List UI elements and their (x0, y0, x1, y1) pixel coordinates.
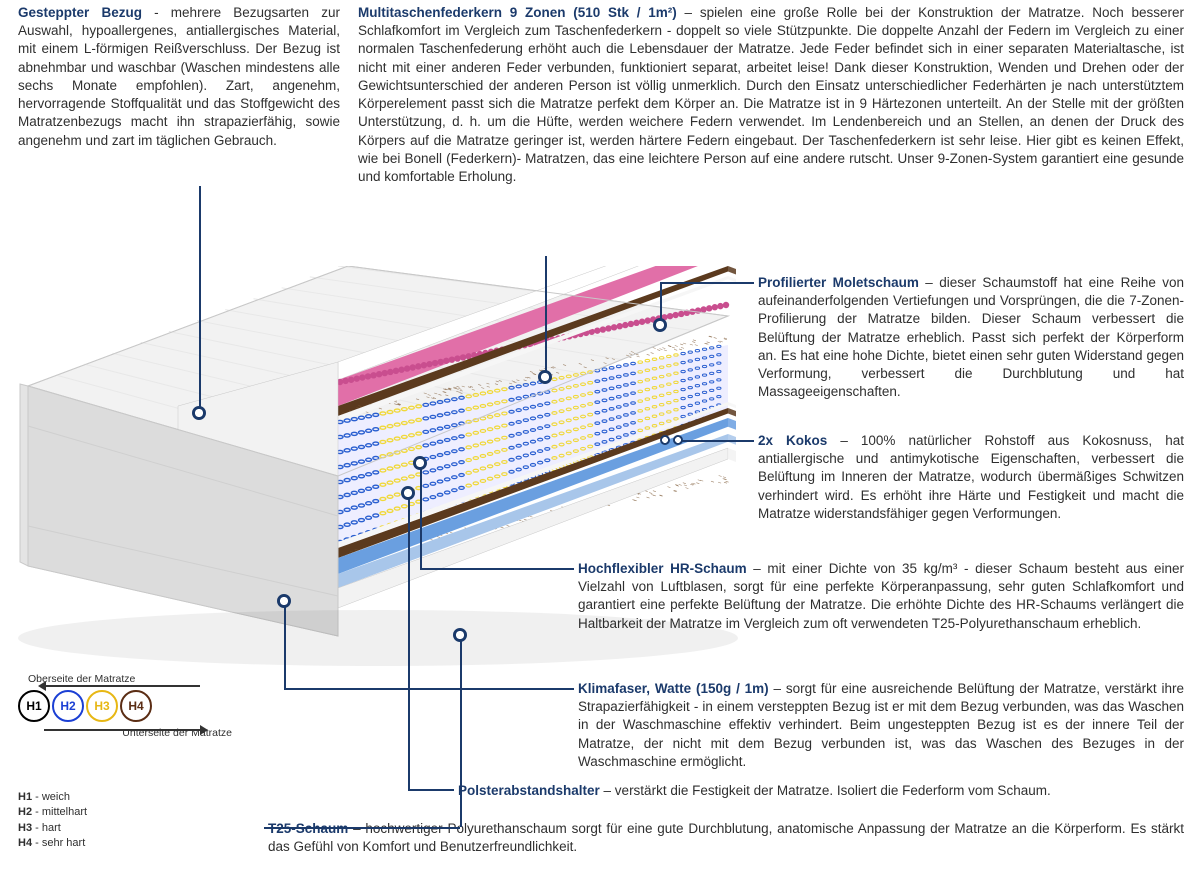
title: Profilierter Moletschaum (758, 275, 919, 290)
body: – dieser Schaumstoff hat eine Reihe von … (758, 275, 1184, 399)
indicator-line (660, 282, 662, 322)
hardness-row: H2 - mittelhart (18, 805, 87, 820)
indicator-dot (453, 628, 467, 642)
indicator-dot (653, 318, 667, 332)
section-t25: T25-Schaum – hochwertiger Polyurethansch… (268, 820, 1184, 856)
title: Gesteppter Bezug (18, 5, 142, 20)
body: – verstärkt die Festigkeit der Matratze.… (600, 783, 1051, 798)
indicator-dot (401, 486, 415, 500)
body: – hochwertiger Polyurethanschaum sorgt f… (268, 821, 1184, 854)
hardness-list: H1 - weichH2 - mittelhartH3 - hartH4 - s… (18, 790, 87, 852)
title: 2x Kokos (758, 433, 827, 448)
section-kokos: 2x Kokos – 100% natürlicher Rohstoff aus… (758, 432, 1184, 523)
section-molet: Profilierter Moletschaum – dieser Schaum… (758, 274, 1184, 402)
section-polster: Polsterabstandshalter – verstärkt die Fe… (458, 782, 1184, 800)
indicator-line (408, 493, 410, 789)
indicator-line (660, 282, 754, 284)
indicator-line (420, 568, 574, 570)
indicator-dot (192, 406, 206, 420)
indicator-line (420, 463, 422, 568)
indicator-dot (538, 370, 552, 384)
hardness-circle: H1 (18, 690, 50, 722)
indicator-dot (277, 594, 291, 608)
legend-circles: H1H2H3H4 (18, 690, 238, 722)
legend-arrow-right (200, 725, 208, 735)
indicator-line (284, 600, 286, 688)
section-multitaschen: Multitaschenfederkern 9 Zonen (510 Stk /… (358, 4, 1184, 186)
hardness-circle: H4 (120, 690, 152, 722)
hardness-circle: H3 (86, 690, 118, 722)
indicator-line (264, 827, 460, 829)
title: Multitaschenfederkern 9 Zonen (510 Stk /… (358, 5, 677, 20)
hardness-row: H3 - hart (18, 821, 87, 836)
indicator-dot (660, 435, 670, 445)
body: – spielen eine große Rolle bei der Konst… (358, 5, 1184, 184)
title: Polsterabstandshalter (458, 783, 600, 798)
indicator-line (199, 186, 201, 408)
indicator-line (545, 256, 547, 376)
hardness-row: H1 - weich (18, 790, 87, 805)
hardness-circle: H2 (52, 690, 84, 722)
indicator-dot (413, 456, 427, 470)
hardness-legend: Oberseite der Matratze H1H2H3H4 Untersei… (18, 672, 238, 740)
section-gesteppter-bezug: Gesteppter Bezug - mehrere Bezugsarten z… (18, 4, 340, 150)
indicator-line (678, 440, 754, 442)
title: T25-Schaum (268, 821, 348, 836)
legend-bottom-bar (44, 729, 200, 731)
hardness-row: H4 - sehr hart (18, 836, 87, 851)
indicator-line (408, 789, 454, 791)
legend-top-bar (44, 685, 200, 687)
indicator-line (284, 688, 574, 690)
indicator-line (460, 635, 462, 827)
indicator-dot (673, 435, 683, 445)
body: - mehrere Bezugsarten zur Auswahl, hypoa… (18, 5, 340, 148)
legend-arrow-left (38, 681, 46, 691)
